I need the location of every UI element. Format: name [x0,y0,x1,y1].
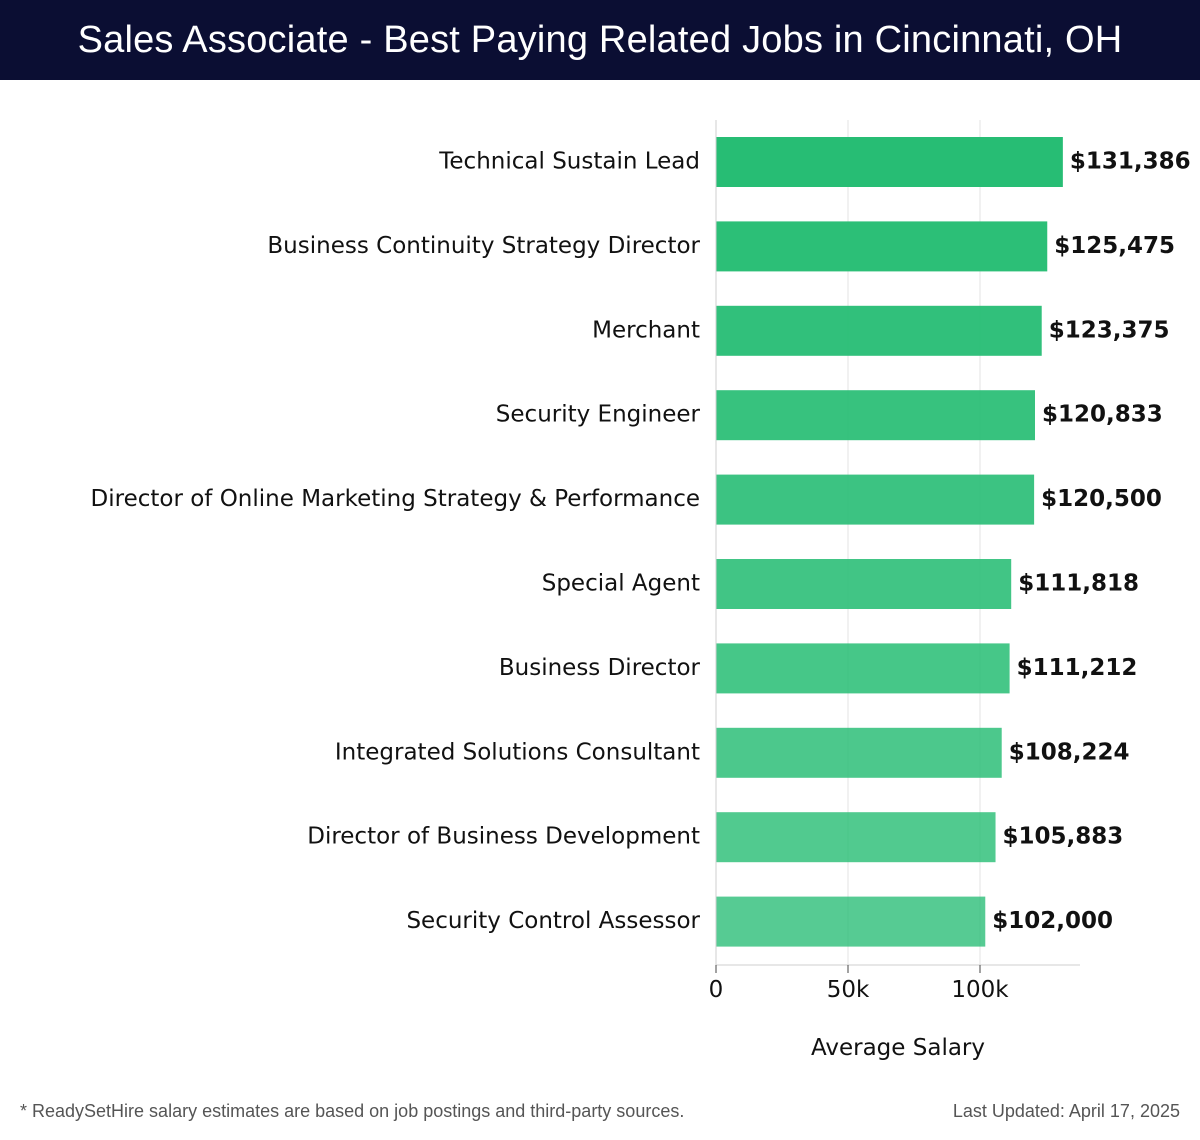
data-label: $108,224 [1009,739,1130,765]
bar [716,474,1035,525]
bar [716,643,1010,694]
data-label: $111,212 [1017,655,1138,681]
bar [716,727,1002,778]
x-tick-label: 0 [709,977,724,1003]
data-label: $120,833 [1042,402,1163,428]
data-label: $123,375 [1049,317,1170,343]
bar [716,221,1048,272]
category-label: Director of Online Marketing Strategy & … [91,486,700,512]
category-label: Business Director [499,655,701,681]
category-label: Business Continuity Strategy Director [267,233,700,259]
bar [716,137,1063,187]
bar-chart: Technical Sustain Lead $131,386 Business C… [91,120,1191,1061]
category-label: Technical Sustain Lead [438,149,700,175]
bar [716,896,986,947]
chart-header: Sales Associate - Best Paying Related Jo… [0,0,1200,80]
data-label: $102,000 [992,908,1113,934]
category-label: Director of Business Development [307,824,700,850]
data-label: $111,818 [1018,571,1139,597]
data-label: $120,500 [1041,486,1162,512]
data-label: $131,386 [1070,149,1191,175]
data-label: $105,883 [1003,824,1124,850]
data-label: $125,475 [1054,233,1175,259]
footer-note: * ReadySetHire salary estimates are base… [20,1101,685,1121]
x-tick-label: 50k [827,977,870,1003]
category-label: Security Control Assessor [406,908,700,934]
x-axis-title: Average Salary [811,1035,985,1061]
category-label: Security Engineer [496,402,701,428]
x-tick-label: 100k [951,977,1009,1003]
last-updated: Last Updated: April 17, 2025 [952,1101,1180,1121]
category-label: Integrated Solutions Consultant [335,739,700,765]
chart-title: Sales Associate - Best Paying Related Jo… [77,18,1123,61]
category-label: Special Agent [542,571,700,597]
bar [716,812,996,863]
bar [716,390,1035,441]
bar [716,559,1012,609]
bar [716,305,1042,356]
category-label: Merchant [592,317,700,343]
